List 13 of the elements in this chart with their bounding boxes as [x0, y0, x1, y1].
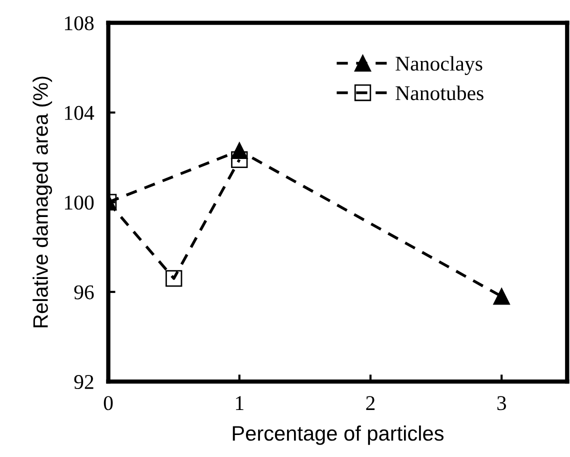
- x-tick-label: 1: [236, 396, 244, 410]
- y-axis-title: Relative damaged area (%): [32, 76, 52, 328]
- y-tick-label: 92: [74, 375, 94, 390]
- legend-label: Nanotubes: [396, 86, 484, 100]
- x-tick-label: 2: [366, 396, 375, 410]
- y-tick-label: 104: [64, 106, 94, 120]
- y-tick-label: 96: [74, 285, 94, 300]
- x-axis-title: Percentage of particles: [232, 425, 444, 445]
- y-tick-label: 108: [64, 16, 94, 30]
- legend-label: Nanoclays: [396, 56, 482, 76]
- x-tick-label: 3: [497, 396, 506, 410]
- y-tick-label: 100: [64, 196, 94, 210]
- x-tick-label: 0: [104, 396, 113, 410]
